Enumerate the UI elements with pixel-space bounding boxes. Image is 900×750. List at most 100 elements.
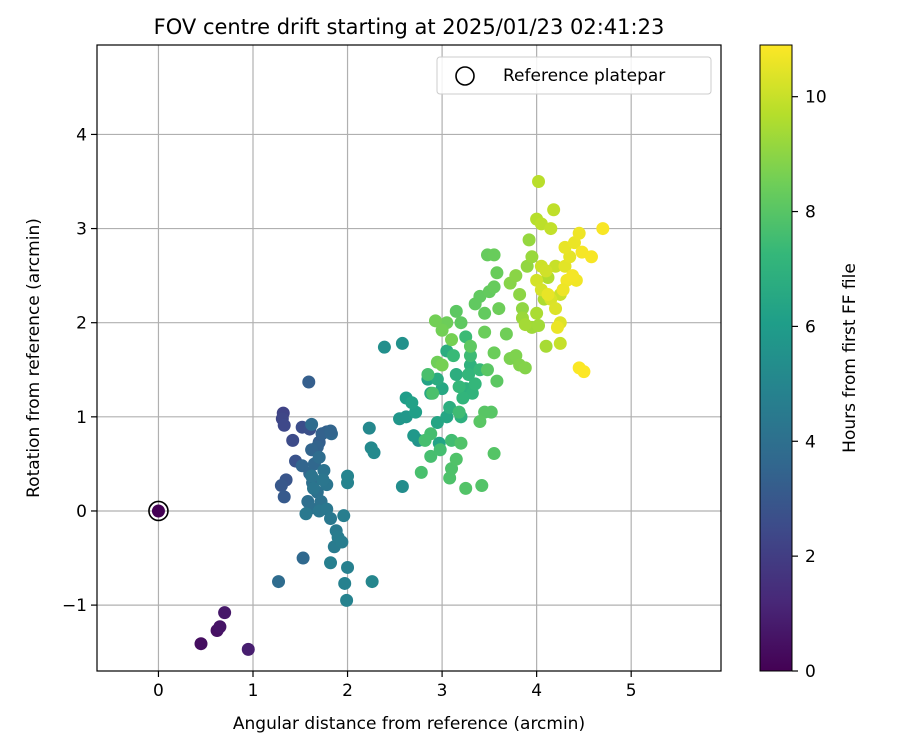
data-point (305, 469, 319, 483)
data-point (362, 421, 376, 435)
data-point (499, 327, 513, 341)
colorbar-tick-label: 0 (805, 662, 816, 682)
data-point (577, 365, 591, 379)
data-point (478, 325, 492, 339)
x-tick-label: 1 (248, 681, 259, 701)
data-point (407, 429, 421, 443)
data-point (426, 386, 440, 400)
data-point (272, 575, 286, 589)
data-point (532, 174, 546, 188)
data-point (509, 269, 523, 283)
colorbar-tick-label: 4 (805, 432, 816, 452)
data-point (218, 606, 232, 620)
data-point (490, 266, 504, 280)
colorbar-tick-label: 2 (805, 547, 816, 567)
y-tick-label: 0 (76, 502, 87, 522)
legend-reference-marker-icon (455, 66, 475, 86)
data-point (445, 333, 459, 347)
data-point (317, 463, 331, 477)
x-tick-label: 0 (153, 681, 164, 701)
legend-label: Reference platepar (503, 66, 665, 86)
data-point (340, 593, 354, 607)
y-tick-label: −1 (62, 596, 87, 616)
data-point (473, 415, 487, 429)
data-point (553, 336, 567, 350)
data-point (338, 576, 352, 590)
chart-title: FOV centre drift starting at 2025/01/23 … (154, 15, 665, 39)
data-point (525, 250, 539, 264)
colorbar-tick-label: 8 (805, 203, 816, 223)
data-point (446, 349, 460, 363)
data-point (550, 320, 564, 334)
data-point (459, 481, 473, 495)
data-point (572, 226, 586, 240)
data-point (484, 405, 498, 419)
x-tick-label: 2 (342, 681, 353, 701)
data-point (454, 316, 468, 330)
data-point (522, 233, 536, 247)
data-point (556, 283, 570, 297)
legend-box (436, 56, 712, 95)
data-point (418, 433, 432, 447)
data-point (435, 358, 449, 372)
data-point (518, 361, 532, 375)
data-point (312, 450, 326, 464)
data-point (324, 424, 338, 438)
x-axis-label: Angular distance from reference (arcmin) (233, 714, 585, 734)
data-point (518, 318, 532, 332)
data-point (449, 452, 463, 466)
data-point (395, 479, 409, 493)
data-point (395, 336, 409, 350)
data-point (487, 346, 501, 360)
data-point (341, 560, 355, 574)
y-axis-ticks: −1 0 1 2 3 4 (62, 125, 97, 616)
data-point (277, 418, 291, 432)
data-point (449, 367, 463, 381)
data-point (277, 490, 291, 504)
x-tick-label: 5 (626, 681, 637, 701)
plot-frame (96, 44, 722, 672)
data-point (487, 280, 501, 294)
colorbar-label: Hours from first FF file (840, 263, 860, 453)
data-point (452, 405, 466, 419)
data-point (433, 443, 447, 457)
legend: Reference platepar (436, 56, 712, 95)
data-point (324, 512, 338, 526)
data-point (305, 417, 319, 431)
reference-marker (148, 500, 169, 522)
data-point (490, 374, 504, 388)
reference-point-marker (148, 500, 169, 522)
data-point (296, 551, 310, 565)
data-point (241, 642, 255, 656)
y-tick-label: 3 (76, 220, 87, 240)
data-point (541, 287, 555, 301)
data-point (515, 302, 529, 316)
data-point (475, 479, 489, 493)
data-point (213, 620, 227, 634)
data-point (584, 250, 598, 264)
colorbar-tick-label: 6 (805, 317, 816, 337)
data-point (487, 248, 501, 262)
data-point (316, 473, 330, 487)
data-point (414, 465, 428, 479)
data-point (405, 396, 419, 410)
colorbar (759, 44, 793, 672)
x-tick-label: 4 (531, 681, 542, 701)
data-point (532, 319, 546, 333)
data-point (435, 323, 449, 337)
data-point (299, 507, 313, 521)
data-point (365, 575, 379, 589)
data-point (530, 306, 544, 320)
data-point (151, 504, 165, 518)
data-point (456, 391, 470, 405)
data-point (462, 367, 476, 381)
data-point (337, 509, 351, 523)
data-point (454, 436, 468, 450)
colorbar-tick-label: 10 (805, 88, 827, 108)
data-point (194, 637, 208, 651)
data-point (428, 314, 442, 328)
data-point (544, 222, 558, 236)
data-points (151, 174, 610, 656)
y-tick-label: 1 (76, 408, 87, 428)
